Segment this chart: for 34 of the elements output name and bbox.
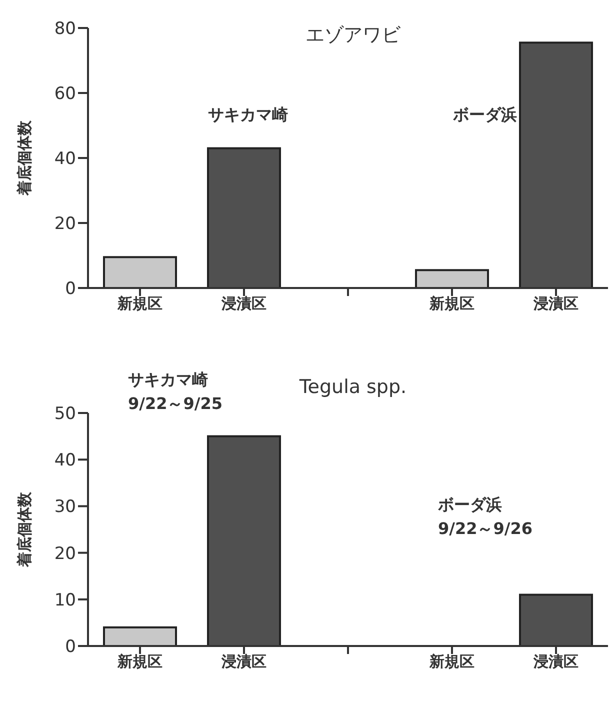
y-tick-label: 0 xyxy=(65,279,76,300)
x-tick-label: 新規区 xyxy=(428,652,474,671)
annotation: ボーダ浜 xyxy=(453,104,517,126)
bar xyxy=(207,435,281,646)
y-tick-label: 20 xyxy=(54,544,76,564)
x-tick-label: 浸漬区 xyxy=(220,294,266,313)
y-tick-label: 50 xyxy=(54,404,76,424)
y-tick-label: 80 xyxy=(54,19,76,40)
x-tick-label: 新規区 xyxy=(116,652,162,671)
bar xyxy=(519,594,593,646)
x-tick-label: 新規区 xyxy=(428,294,474,313)
y-tick-label: 30 xyxy=(54,497,76,518)
y-tick-label: 40 xyxy=(54,450,76,471)
y-tick-label: 10 xyxy=(54,590,76,610)
y-tick-label: 0 xyxy=(65,637,76,658)
bar xyxy=(103,256,177,288)
y-tick-label: 20 xyxy=(54,214,76,234)
annotation: サキカマ崎 9/22～9/25 xyxy=(128,369,222,415)
annotation: サキカマ崎 xyxy=(208,104,288,126)
chart-title: エゾアワビ xyxy=(306,23,400,48)
y-axis-title: 着底個体数 xyxy=(15,120,34,196)
x-tick-label: 浸漬区 xyxy=(532,294,578,313)
bar xyxy=(415,269,489,288)
y-axis-title: 着底個体数 xyxy=(15,491,34,568)
y-tick-label: 40 xyxy=(54,149,76,170)
bar xyxy=(103,626,177,646)
bar xyxy=(207,147,281,288)
bar xyxy=(519,42,593,288)
x-tick-label: 浸漬区 xyxy=(220,652,266,671)
y-tick-label: 60 xyxy=(54,84,76,104)
chart-title: Tegula spp. xyxy=(299,376,407,398)
annotation: ボーダ浜 9/22～9/26 xyxy=(438,494,532,540)
x-tick-label: 新規区 xyxy=(116,294,162,313)
x-tick-label: 浸漬区 xyxy=(532,652,578,671)
